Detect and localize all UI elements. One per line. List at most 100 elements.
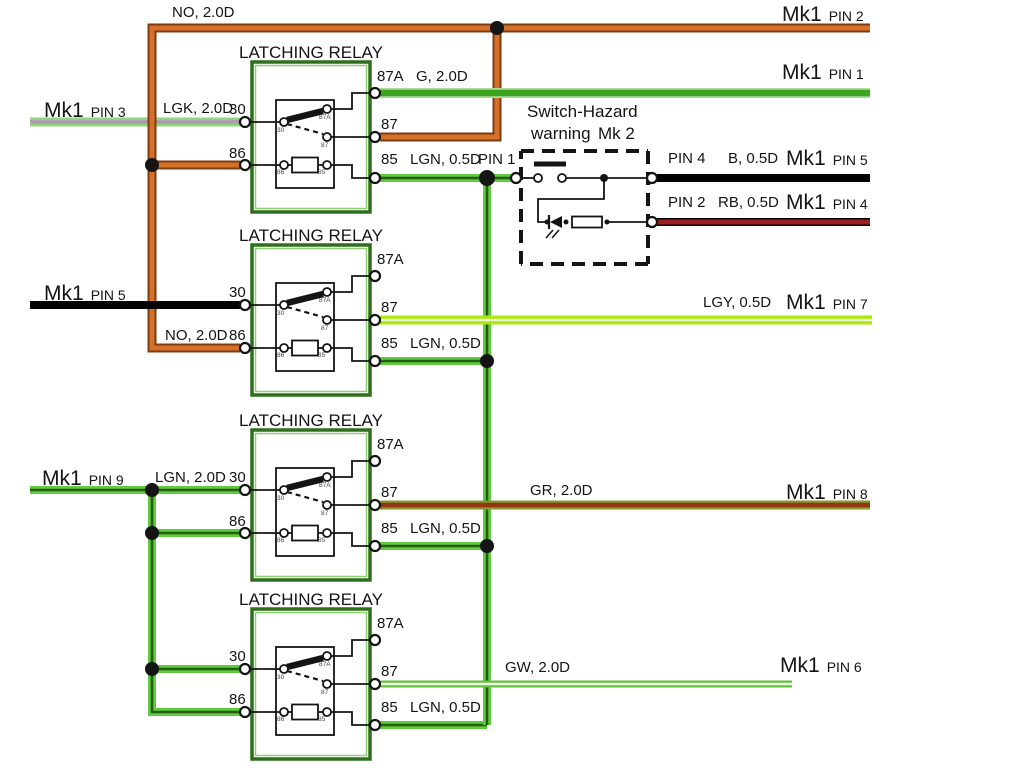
mk1-text: Mk1 (786, 291, 826, 314)
relay1-title: LATCHING RELAY (239, 43, 383, 62)
inner-label-30: 30 (277, 310, 285, 317)
pin-text: PIN 6 (826, 659, 862, 675)
wire-lgn-bus (380, 174, 511, 729)
wire-label-gw: GW, 2.0D (505, 659, 571, 676)
terminal-label-30-2: 30 (229, 284, 246, 301)
pin-text: PIN 4 (832, 196, 868, 212)
junction-dots (145, 21, 504, 676)
inner-label-87a: 87A (319, 297, 331, 304)
relay-box-4: 30 87A 87 86 85 (238, 607, 382, 761)
wire-label-no-mid: NO, 2.0D (165, 327, 228, 344)
pin-text: PIN 7 (832, 296, 868, 312)
relay4-title: LATCHING RELAY (239, 590, 383, 609)
terminal-label-87-1: 87 (381, 116, 398, 133)
terminal-label-85-2: 85 (381, 335, 398, 352)
terminal-label-87-3: 87 (381, 484, 398, 501)
pin-text: PIN 5 (832, 152, 868, 168)
switch-pin4-label: PIN 4 (668, 150, 706, 167)
mk1-text: Mk1 (42, 467, 82, 490)
connector-label-mk1-pin3: Mk1 PIN 3 (44, 99, 126, 123)
inner-label-85: 85 (318, 169, 326, 176)
terminal-label-85-1: 85 (381, 151, 398, 168)
pin-text: PIN 2 (828, 8, 864, 24)
mk1-text: Mk1 (44, 282, 84, 305)
terminal-label-87-2: 87 (381, 299, 398, 316)
switch-pin1-label: PIN 1 (478, 151, 516, 168)
inner-label-86: 86 (277, 537, 285, 544)
inner-label-87: 87 (321, 689, 329, 696)
terminal-label-86-4: 86 (229, 691, 246, 708)
inner-label-87: 87 (321, 325, 329, 332)
switch-title-line2: warning (531, 124, 591, 143)
terminal-label-86-1: 86 (229, 145, 246, 162)
inner-label-30: 30 (277, 127, 285, 134)
connector-label-mk1-pin2: Mk1 PIN 2 (782, 3, 864, 27)
mk1-text: Mk1 (786, 191, 826, 214)
mk1-text: Mk1 (786, 481, 826, 504)
pin-text: PIN 5 (90, 287, 126, 303)
inner-label-30: 30 (277, 495, 285, 502)
connector-label-mk1-pin6: Mk1 PIN 6 (780, 654, 862, 678)
switch-title-line1: Switch-Hazard (527, 102, 638, 121)
relay-box-1: 30 87A 87 86 85 (238, 60, 382, 214)
led-icon (550, 216, 562, 228)
inner-label-86: 86 (277, 716, 285, 723)
inner-label-87a: 87A (319, 114, 331, 121)
terminal-label-86-3: 86 (229, 513, 246, 530)
inner-label-30: 30 (277, 674, 285, 681)
inner-label-87a: 87A (319, 482, 331, 489)
connector-label-mk1-pin5-left: Mk1 PIN 5 (44, 282, 126, 306)
connector-label-mk1-pin8: Mk1 PIN 8 (786, 481, 868, 505)
connector-label-mk1-pin7: Mk1 PIN 7 (786, 291, 868, 315)
connector-label-mk1-pin5-right: Mk1 PIN 5 (786, 147, 868, 171)
inner-label-85: 85 (318, 716, 326, 723)
wire-no-orange (147, 23, 870, 353)
wire-label-lgn05-3: LGN, 0.5D (410, 520, 481, 537)
relay3-title: LATCHING RELAY (239, 411, 383, 430)
wire-label-lgn05-2: LGN, 0.5D (410, 335, 481, 352)
wire-label-lgy: LGY, 0.5D (703, 294, 772, 311)
relay-box-2: 30 87A 87 86 85 (238, 243, 382, 397)
mk1-text: Mk1 (780, 654, 820, 677)
relay-box-3: 30 87A 87 86 85 (238, 428, 382, 582)
wire-label-rb: RB, 0.5D (718, 194, 779, 211)
connector-label-mk1-pin1: Mk1 PIN 1 (782, 61, 864, 85)
terminal-label-87a-1: 87A (377, 68, 404, 85)
switch-hazard-box (509, 149, 659, 266)
switch-pin2-label: PIN 2 (668, 194, 706, 211)
inner-label-87a: 87A (319, 661, 331, 668)
connector-label-mk1-pin9: Mk1 PIN 9 (42, 467, 124, 491)
wire-lgn20-mk1-pin9 (30, 486, 240, 716)
connector-label-mk1-pin4: Mk1 PIN 4 (786, 191, 868, 215)
terminal-label-85-4: 85 (381, 699, 398, 716)
inner-label-87: 87 (321, 510, 329, 517)
terminal-label-30-1: 30 (229, 101, 246, 118)
mk1-text: Mk1 (44, 99, 84, 122)
pin-text: PIN 3 (90, 104, 126, 120)
wire-label-b: B, 0.5D (728, 150, 779, 167)
wire-label-lgk: LGK, 2.0D (163, 100, 234, 117)
mk1-text: Mk1 (782, 61, 822, 84)
wire-label-no-top: NO, 2.0D (172, 4, 235, 21)
inner-label-85: 85 (318, 537, 326, 544)
resistor-icon (571, 215, 603, 229)
wire-label-lgn20: LGN, 2.0D (155, 469, 226, 486)
pin-text: PIN 1 (828, 66, 864, 82)
wire-label-g: G, 2.0D (416, 68, 468, 85)
relay2-title: LATCHING RELAY (239, 226, 383, 245)
terminal-label-87a-3: 87A (377, 436, 404, 453)
pin-text: PIN 8 (832, 486, 868, 502)
terminal-label-87a-4: 87A (377, 615, 404, 632)
mk1-text: Mk1 (782, 3, 822, 26)
terminal-label-30-4: 30 (229, 648, 246, 665)
inner-label-86: 86 (277, 169, 285, 176)
switch-title-line3: Mk 2 (598, 124, 635, 143)
inner-label-87: 87 (321, 142, 329, 149)
inner-label-85: 85 (318, 352, 326, 359)
wire-label-gr: GR, 2.0D (530, 482, 593, 499)
terminal-label-30-3: 30 (229, 469, 246, 486)
wire-label-lgn05-4: LGN, 0.5D (410, 699, 481, 716)
terminal-label-85-3: 85 (381, 520, 398, 537)
